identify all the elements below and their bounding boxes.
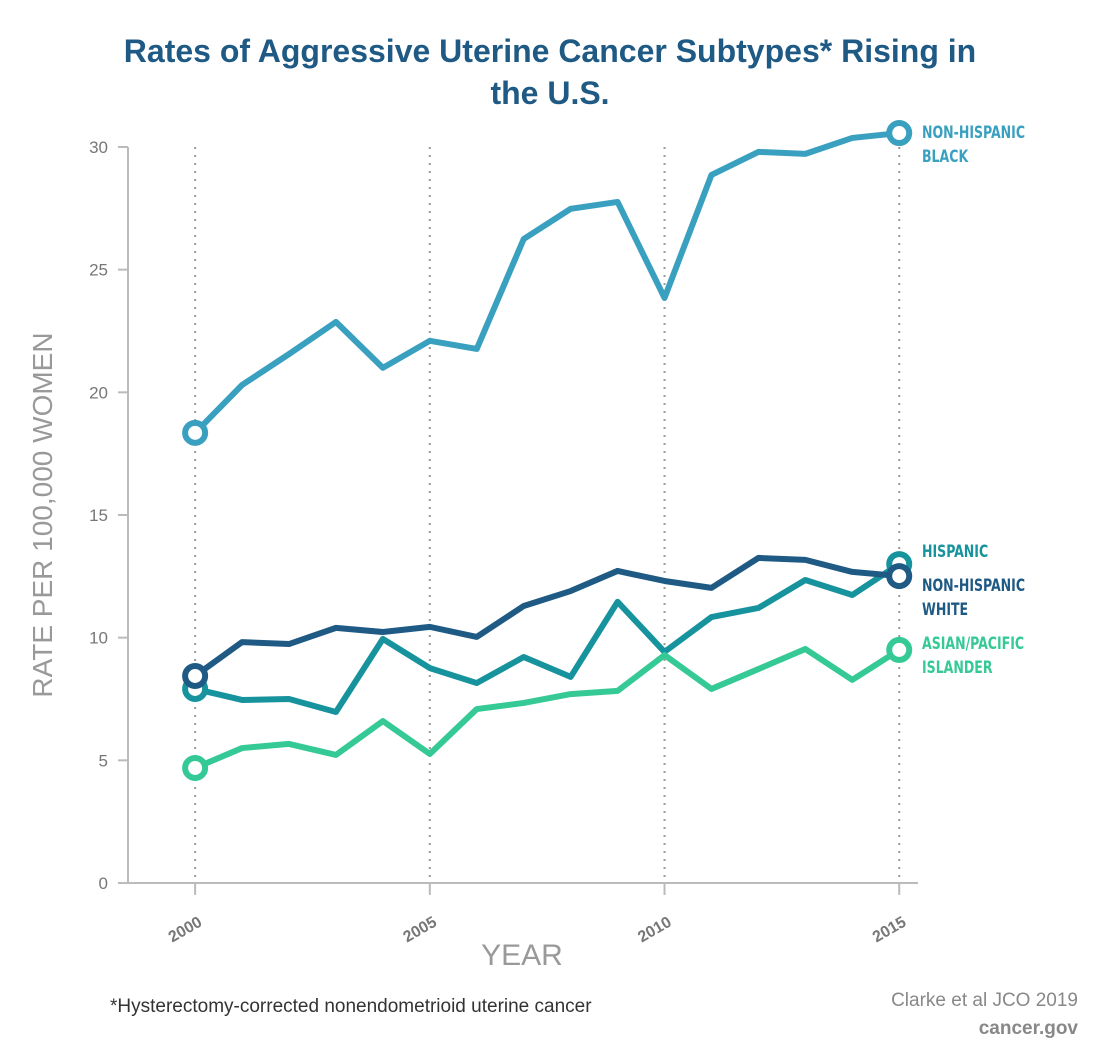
end-marker <box>886 636 913 663</box>
source: Clarke et al JCO 2019 <box>891 990 1078 1011</box>
chart-title: Rates of Aggressive Uterine Cancer Subty… <box>123 33 977 111</box>
series-label: NON-HISPANIC WHITE <box>922 576 1026 621</box>
site: cancer.gov <box>978 1018 1078 1039</box>
end-marker <box>886 563 913 590</box>
end-marker <box>182 662 209 689</box>
footnote: *Hysterectomy-corrected nonendometrioid … <box>110 996 592 1017</box>
y-tick-label: 10 <box>89 629 108 648</box>
series-label: HISPANIC <box>922 542 989 563</box>
y-axis-label: RATE PER 100,000 WOMEN <box>27 332 58 697</box>
series-label: NON-HISPANIC BLACK <box>922 123 1026 168</box>
x-tick-label: 2015 <box>870 914 909 947</box>
series-line <box>193 554 900 679</box>
y-tick-label: 20 <box>89 383 108 402</box>
end-marker <box>182 419 209 446</box>
series-line <box>192 130 900 435</box>
x-tick-label: 2005 <box>400 914 439 947</box>
x-tick-label: 2000 <box>166 914 205 947</box>
series-label: ASIAN/PACIFIC ISLANDER <box>922 633 1025 678</box>
y-tick-label: 5 <box>99 751 108 770</box>
x-axis-label: YEAR <box>481 939 563 972</box>
y-tick-label: 15 <box>89 506 108 525</box>
y-tick-label: 30 <box>89 138 108 157</box>
end-marker <box>886 120 913 147</box>
series-line <box>193 645 901 771</box>
end-marker <box>182 754 209 781</box>
y-tick-label: 25 <box>89 261 108 280</box>
y-tick-label: 0 <box>99 874 108 893</box>
x-tick-label: 2010 <box>635 914 674 947</box>
series-line <box>194 561 901 716</box>
